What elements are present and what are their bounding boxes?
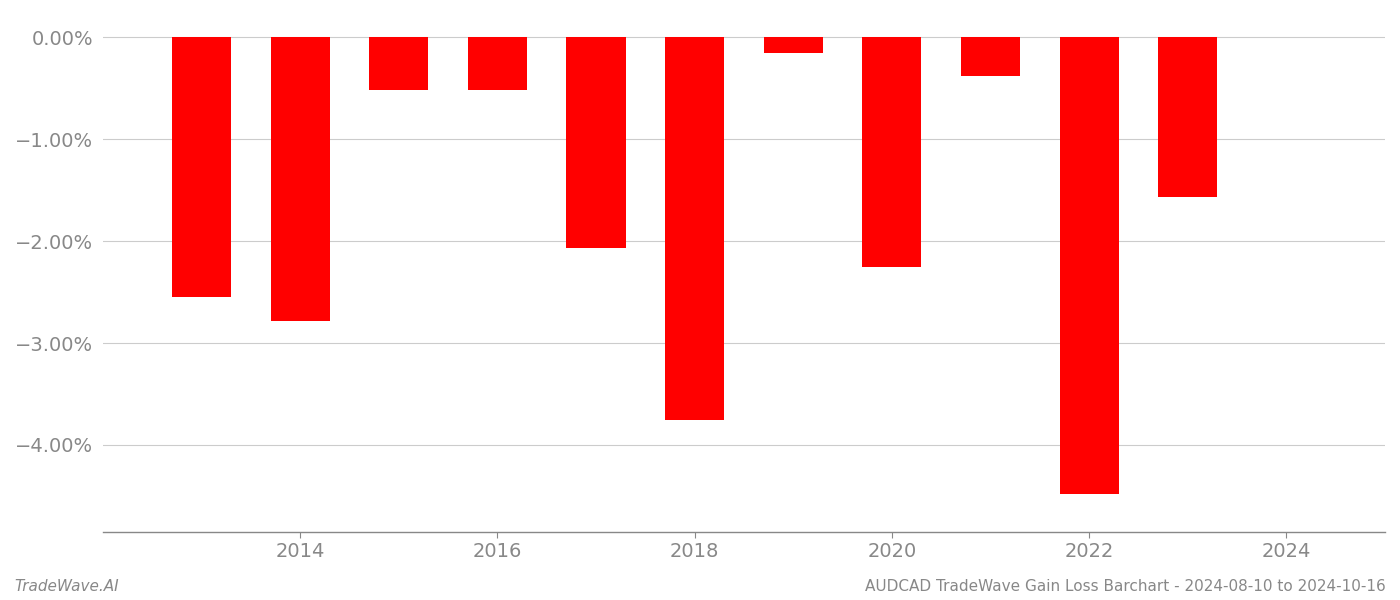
Bar	[270, 37, 329, 320]
Bar	[567, 37, 626, 248]
Bar	[862, 37, 921, 266]
Bar	[370, 37, 428, 91]
Bar	[1060, 37, 1119, 494]
Bar	[468, 37, 526, 91]
Text: AUDCAD TradeWave Gain Loss Barchart - 2024-08-10 to 2024-10-16: AUDCAD TradeWave Gain Loss Barchart - 20…	[865, 579, 1386, 594]
Bar	[763, 37, 823, 53]
Bar	[960, 37, 1021, 76]
Bar	[665, 37, 724, 419]
Bar	[1158, 37, 1218, 197]
Text: TradeWave.AI: TradeWave.AI	[14, 579, 119, 594]
Bar	[172, 37, 231, 297]
